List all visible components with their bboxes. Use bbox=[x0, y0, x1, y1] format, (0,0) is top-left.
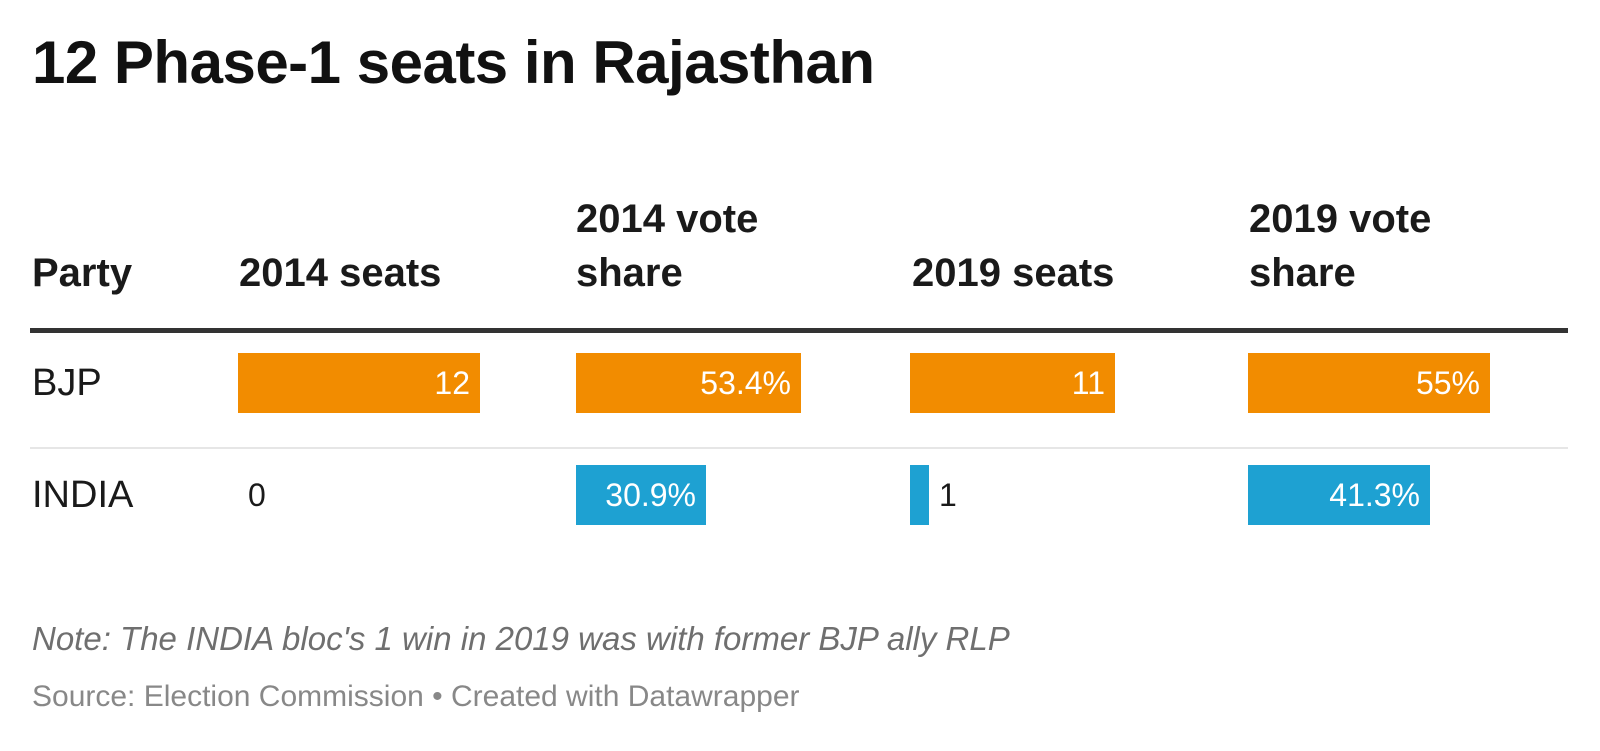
header-2019-seats: 2019 seats bbox=[912, 190, 1114, 300]
header-2014-vote-share-line1: 2014 vote bbox=[576, 197, 759, 241]
value-label-india-share-2019: 41.3% bbox=[1329, 477, 1420, 513]
header-2019-vote-share-line2: share bbox=[1249, 251, 1356, 295]
chart-note: Note: The INDIA bloc's 1 win in 2019 was… bbox=[32, 620, 1010, 657]
chart-title: 12 Phase-1 seats in Rajasthan bbox=[32, 29, 875, 96]
header-2019-vote-share: 2019 vote share bbox=[1249, 190, 1431, 300]
bar-india-share-2014 bbox=[576, 465, 706, 525]
header-2014-vote-share-line2: share bbox=[576, 251, 683, 295]
bar-india-seats-2019 bbox=[910, 465, 929, 525]
value-label-bjp-seats-2019: 11 bbox=[1071, 365, 1105, 401]
value-label-india-share-2014: 30.9% bbox=[605, 477, 696, 513]
bar-bjp-share-2014 bbox=[576, 353, 801, 413]
header-2019-vote-share-line1: 2019 vote bbox=[1249, 197, 1432, 241]
value-label-bjp-share-2019: 55% bbox=[1415, 365, 1480, 401]
header-party-label: Party bbox=[32, 251, 133, 295]
bar-bjp-seats-2014 bbox=[238, 353, 480, 413]
value-label-india-seats-2014: 0 bbox=[248, 477, 266, 513]
bar-bjp-seats-2019 bbox=[910, 353, 1115, 413]
header-2014-seats-label: 2014 seats bbox=[239, 251, 442, 295]
header-2019-seats-label: 2019 seats bbox=[912, 251, 1115, 295]
row-party-label: INDIA bbox=[32, 474, 134, 516]
header-2014-seats: 2014 seats bbox=[239, 190, 441, 300]
row-party-label: BJP bbox=[32, 362, 102, 404]
value-label-bjp-share-2014: 53.4% bbox=[700, 365, 791, 401]
value-label-india-seats-2019: 1 bbox=[939, 477, 957, 513]
value-label-bjp-seats-2014: 12 bbox=[434, 365, 470, 401]
row-divider bbox=[30, 447, 1568, 449]
header-2014-vote-share: 2014 vote share bbox=[576, 190, 758, 300]
bar-bjp-share-2019 bbox=[1248, 353, 1490, 413]
header-party: Party bbox=[32, 190, 132, 300]
bar-india-share-2019 bbox=[1248, 465, 1430, 525]
header-divider bbox=[30, 328, 1568, 333]
chart-source: Source: Election Commission • Created wi… bbox=[32, 680, 800, 713]
